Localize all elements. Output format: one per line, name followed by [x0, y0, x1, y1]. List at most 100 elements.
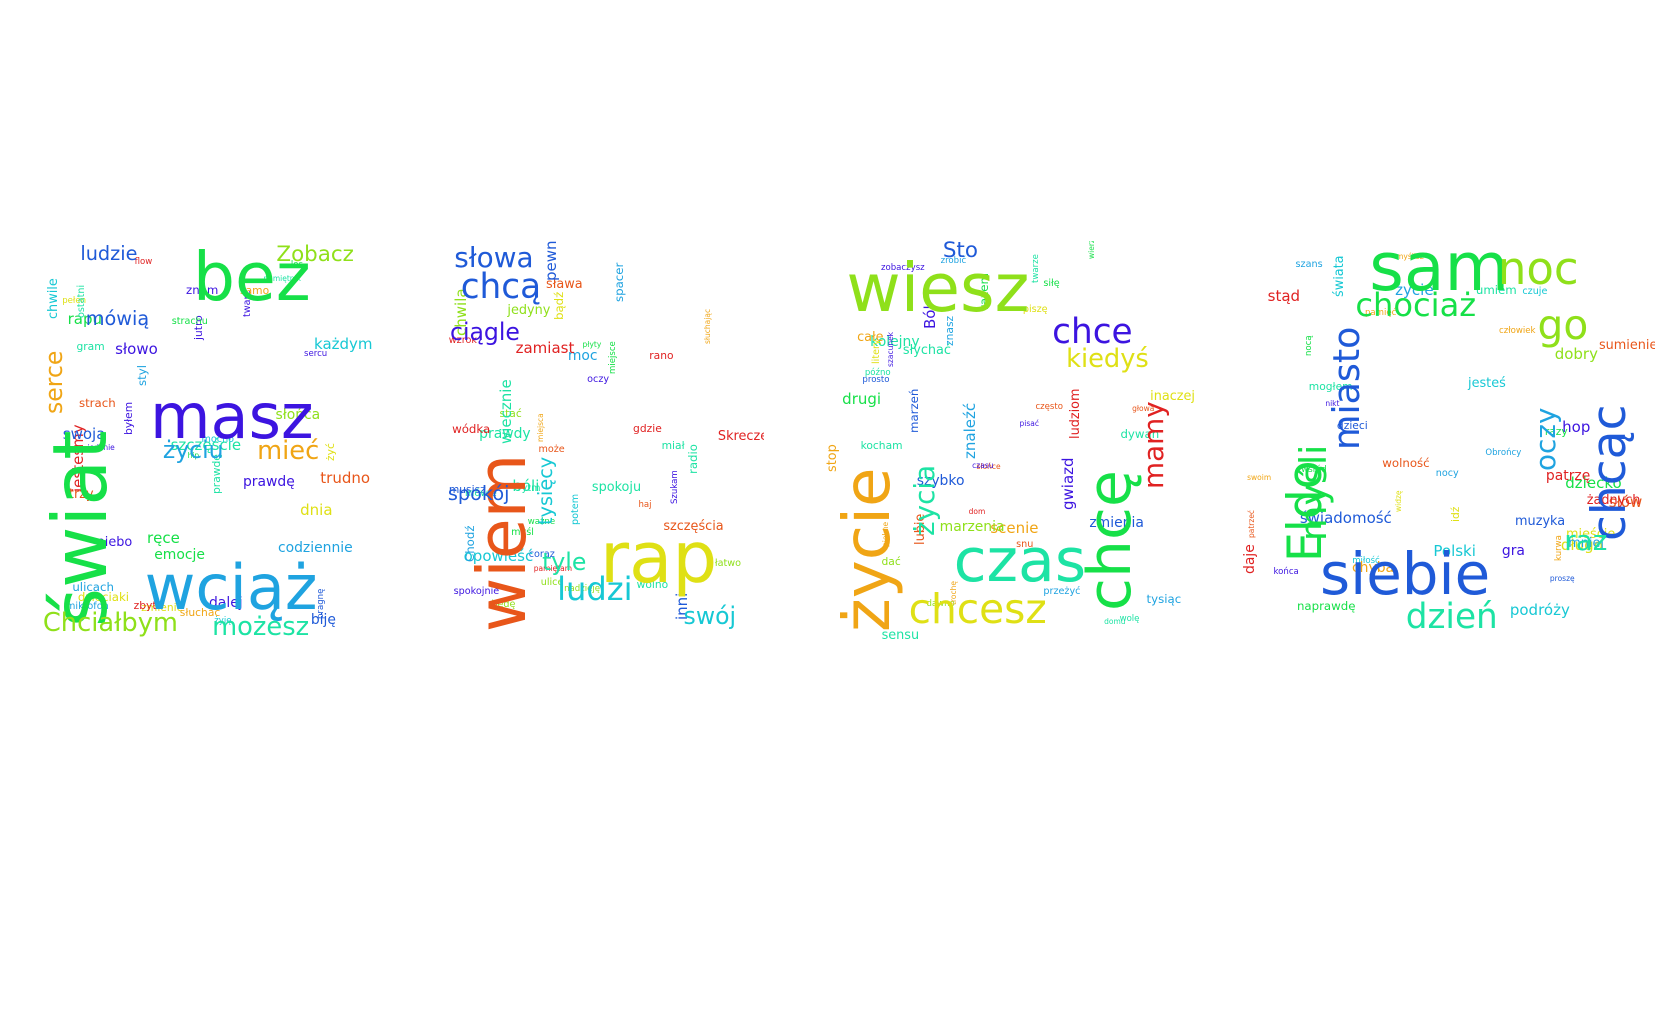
big-word: świat [42, 430, 124, 627]
small-word: dać [881, 554, 901, 568]
small-word: hip [187, 451, 200, 461]
small-word: kurwa [1554, 535, 1565, 562]
big-word: czas [953, 526, 1087, 597]
small-word: oczy [587, 374, 610, 386]
small-word: słońce [976, 462, 1001, 472]
big-word: wciąż [144, 551, 318, 625]
small-word: litery [870, 339, 882, 365]
big-word: chcąc [1581, 404, 1637, 542]
small-word: Obrońcy [1485, 448, 1522, 459]
small-word: codziennie [277, 539, 353, 556]
small-word: chyba [1352, 560, 1395, 577]
small-word: świata [1331, 255, 1347, 297]
small-word: spokojnie [453, 585, 500, 597]
small-word: coraz [528, 549, 555, 561]
small-word: dnia [300, 500, 333, 519]
small-word: pamiętnik [263, 273, 301, 283]
small-word: tysiąc [1146, 592, 1182, 607]
big-word: mieć [257, 436, 320, 467]
small-word: Polski [1433, 542, 1476, 561]
small-word: styl [135, 364, 150, 386]
big-word: mamy [1137, 400, 1170, 489]
small-word: nocą [1303, 335, 1314, 356]
small-word: długo [1560, 535, 1603, 554]
small-word: siłę [1043, 278, 1060, 290]
small-word: flow [134, 256, 153, 267]
small-word: człowiek [1499, 326, 1536, 337]
small-word: gra [1501, 543, 1525, 560]
big-word: chcę [1075, 469, 1145, 611]
small-word: całe [857, 329, 884, 345]
small-word: domu [1104, 616, 1126, 626]
big-word: raz [1564, 524, 1608, 558]
small-word: potem [569, 494, 581, 526]
small-word: rytm [517, 482, 541, 494]
small-word: kolejny [870, 333, 920, 350]
small-word: inaczej [1150, 389, 1195, 405]
small-word: swoją [62, 424, 106, 443]
small-word: razy [1544, 425, 1568, 439]
small-word: umiem [1475, 282, 1517, 297]
small-word: gram [76, 340, 105, 354]
small-word: jedyny [507, 303, 551, 319]
small-word: będę [491, 598, 516, 610]
letter-e-cluster: gram pragnę mikrofon szczęście styl sercu byłe… [43, 241, 377, 643]
big-word: swój [683, 602, 737, 631]
big-word: tysięcy [533, 456, 557, 525]
small-word: zmienić [141, 601, 183, 615]
small-word: myśl [511, 527, 534, 539]
small-word: samo [240, 283, 270, 297]
small-word: trzy [68, 486, 94, 502]
small-word: dalej [208, 595, 243, 612]
small-word: żyję [214, 615, 232, 626]
small-word: szacunek [885, 331, 895, 367]
small-word: snu [1016, 538, 1034, 550]
small-word: pewno [542, 241, 561, 281]
small-word: żadnych [1586, 493, 1641, 509]
small-word: hop [1562, 417, 1591, 436]
letter-d-cluster: siłę sensu kolejny lubię pisać zobaczysz twarz… [825, 241, 1200, 648]
small-word: kocham [860, 439, 903, 453]
big-word: życiu [162, 436, 224, 465]
small-word: patrzę [1545, 468, 1591, 485]
small-word: końca [1273, 567, 1299, 578]
small-word: nocy [1435, 468, 1459, 480]
small-word: miał [661, 438, 685, 452]
small-word: rapu [67, 309, 103, 328]
small-word: widzę [1394, 490, 1404, 513]
small-word: wierzyć [1086, 241, 1096, 260]
small-word: mikrofon [66, 600, 109, 612]
small-word: piszę [1022, 303, 1048, 315]
small-word: wzrok [448, 335, 477, 347]
small-word: patrzeć [1246, 509, 1256, 538]
small-word: strachu [171, 315, 208, 327]
small-word: dobry [1554, 344, 1598, 363]
small-word: byłem [122, 402, 136, 436]
small-word: marzenia [939, 519, 1005, 536]
small-word: swoim [1247, 473, 1272, 483]
small-word: ludziom [1067, 388, 1083, 440]
small-word: ulice [540, 576, 564, 588]
big-word: masz [149, 379, 314, 453]
small-word: opowieść [463, 546, 534, 565]
small-word: zobaczysz [881, 263, 925, 274]
big-word: siebie [1319, 540, 1491, 609]
small-word: gdzie [633, 421, 662, 435]
small-word: proszę [1549, 573, 1575, 583]
small-word: podróży [1509, 600, 1570, 619]
big-word: ludzie [80, 242, 138, 266]
small-word: haj [638, 499, 652, 510]
big-word: noc [1497, 242, 1579, 296]
small-word: każdym [314, 334, 373, 353]
small-word: wśród [1301, 464, 1327, 475]
small-word: marzeń [907, 388, 922, 433]
small-word: niebo [96, 534, 133, 550]
small-word: myślisz [1396, 251, 1424, 261]
big-word: spokój [447, 482, 510, 506]
small-word: emocje [154, 546, 205, 563]
small-word: dzieciaki [77, 589, 130, 604]
small-word: szybko [916, 473, 965, 490]
big-word: życie [829, 467, 905, 633]
small-word: dawno [926, 598, 955, 609]
small-word: bóli [512, 476, 540, 495]
